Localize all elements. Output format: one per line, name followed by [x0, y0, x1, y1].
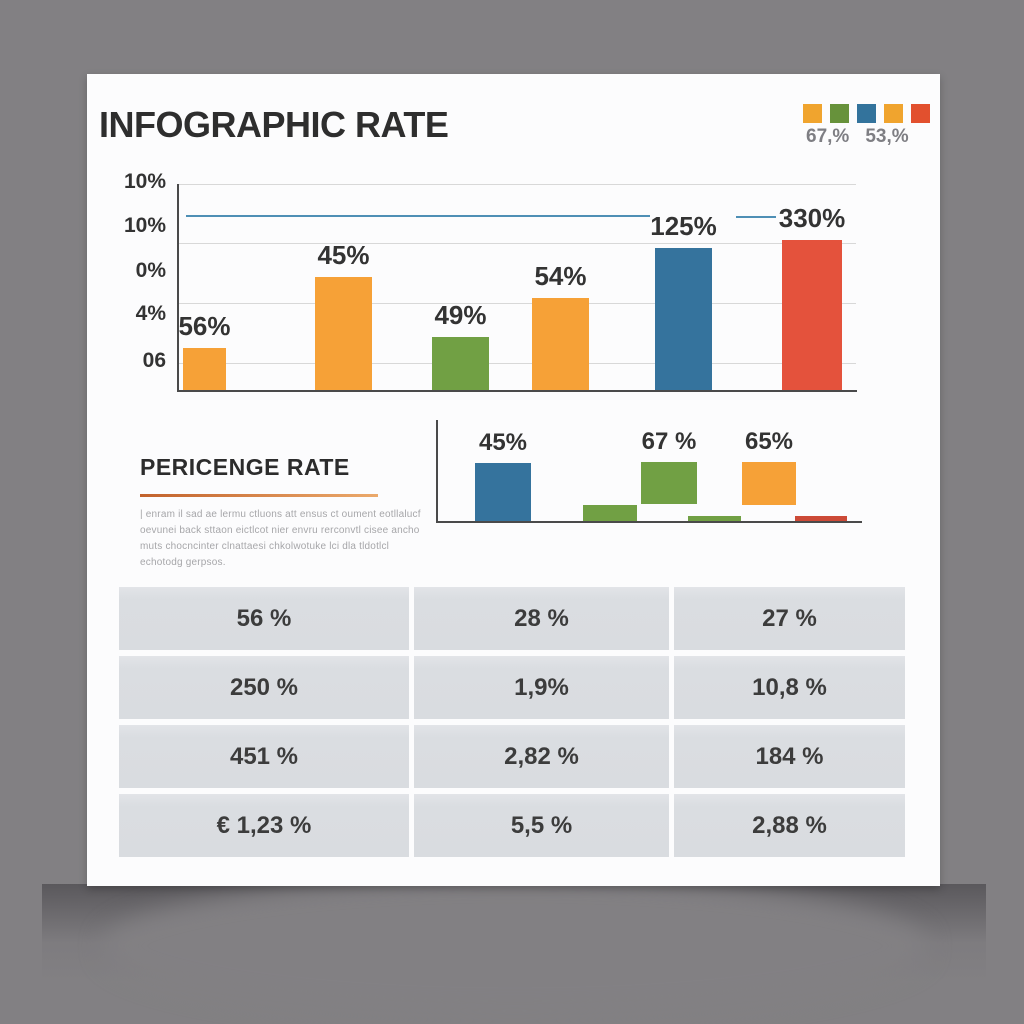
percentage-table: 56 % 28 % 27 % 250 % 1,9% 10,8 % 451 % 2…	[119, 587, 905, 857]
paper-shadow-arc	[104, 876, 926, 1016]
bar-unlabeled	[688, 516, 741, 522]
bar-value-label: 330%	[778, 203, 846, 233]
section-heading: PERICENGE RATE	[140, 454, 350, 480]
bar-value-label: 49%	[434, 300, 487, 330]
legend-swatch	[857, 104, 876, 123]
section-underline	[140, 494, 378, 497]
legend-swatch	[884, 104, 903, 123]
y-axis-tick-label: 4%	[135, 302, 166, 325]
paragraph-line: muts chocncinter clnattaesi chkolwotuke …	[140, 541, 390, 552]
legend-values: 67,% 53,%	[806, 126, 909, 148]
table-cell: 5,5 %	[414, 794, 669, 857]
bar-125%	[655, 248, 712, 391]
reference-line-segment	[186, 215, 650, 217]
bar-45%	[475, 463, 531, 522]
bar-value-label: 56%	[178, 311, 231, 341]
legend	[803, 104, 930, 123]
bar-54%	[532, 298, 589, 391]
table-cell: 2,82 %	[414, 725, 669, 788]
bar-value-label: 45%	[478, 429, 528, 456]
x-axis-line	[177, 390, 857, 392]
table-cell: 2,88 %	[674, 794, 905, 857]
gridline	[179, 363, 856, 364]
y-axis-tick-label: 10%	[123, 214, 166, 237]
bar-value-label: 45%	[317, 240, 370, 270]
legend-swatch	[830, 104, 849, 123]
paragraph-line: | enram il sad ae lermu ctluons att ensu…	[140, 509, 421, 520]
table-cell: 1,9%	[414, 656, 669, 719]
section-paragraph: | enram il sad ae lermu ctluons att ensu…	[140, 507, 440, 571]
paragraph-line: oevunei back sttaon eictlcot nier envru …	[140, 525, 420, 536]
y-axis-tick-label: 10%	[123, 170, 166, 193]
bar-67 %	[641, 462, 697, 504]
mini-y-axis-line	[436, 420, 438, 523]
page-title: INFOGRAPHIC RATE	[99, 104, 449, 145]
mini-x-axis-line	[436, 521, 862, 523]
bar-45%	[315, 277, 372, 391]
table-cell: 27 %	[674, 587, 905, 650]
gridline	[179, 184, 856, 185]
legend-swatch	[803, 104, 822, 123]
bar-value-label: 54%	[534, 261, 587, 291]
bar-value-label: 67 %	[641, 428, 697, 455]
bar-56%	[183, 348, 226, 391]
y-axis-line	[177, 184, 179, 392]
table-cell: 28 %	[414, 587, 669, 650]
reference-line-segment	[736, 216, 776, 218]
table-cell: 56 %	[119, 587, 409, 650]
gridline	[179, 303, 856, 304]
legend-swatch	[911, 104, 930, 123]
bar-value-label: 125%	[650, 211, 717, 241]
bar-330%	[782, 240, 842, 391]
y-axis-tick-label: 0%	[135, 259, 166, 282]
table-cell: 10,8 %	[674, 656, 905, 719]
paragraph-line: echotodg gerpsos.	[140, 557, 226, 568]
gridline	[179, 243, 856, 244]
bar-value-label: 65%	[744, 428, 794, 455]
bar-unlabeled	[583, 505, 637, 522]
legend-value: 67,%	[806, 126, 850, 147]
table-cell: 250 %	[119, 656, 409, 719]
bar-49%	[432, 337, 489, 391]
bar-65%	[742, 462, 796, 505]
table-cell: 184 %	[674, 725, 905, 788]
table-cell: € 1,23 %	[119, 794, 409, 857]
legend-value: 53,%	[865, 126, 909, 147]
y-axis-tick-label: 06	[142, 349, 166, 372]
table-cell: 451 %	[119, 725, 409, 788]
bar-unlabeled	[795, 516, 847, 522]
